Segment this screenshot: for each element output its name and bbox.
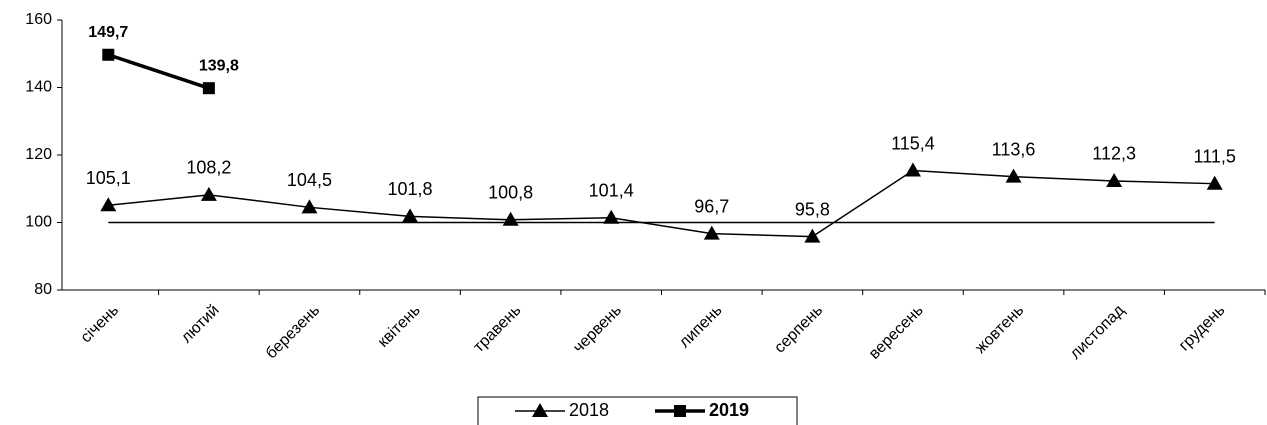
data-label: 100,8 [488,183,533,203]
marker [904,162,921,177]
marker [402,208,419,223]
data-label: 139,8 [199,57,239,74]
x-tick-label: квітень [375,302,424,351]
y-tick-label: 80 [34,281,52,298]
data-label: 111,5 [1194,146,1236,166]
data-label: 95,8 [795,199,830,219]
x-tick-label: грудень [1176,302,1229,355]
data-label: 149,7 [88,24,128,41]
marker [603,209,620,224]
x-tick-label: липень [676,302,726,352]
marker [804,228,821,243]
marker [703,225,720,240]
marker [1106,172,1123,187]
x-tick-label: жовтень [972,302,1027,357]
legend-label: 2018 [569,400,609,420]
x-tick-label: листопад [1067,301,1128,362]
data-label: 115,4 [891,133,935,153]
x-tick-label: січень [78,302,123,347]
marker [301,199,318,214]
data-label: 104,5 [287,170,332,190]
y-tick-label: 100 [25,214,52,231]
marker [674,405,686,417]
y-tick-label: 120 [25,146,52,163]
x-tick-label: березень [263,302,324,363]
data-label: 101,8 [388,179,433,199]
data-label: 112,3 [1092,144,1136,164]
y-tick-label: 140 [25,79,52,96]
series-line [107,53,210,90]
x-tick-label: серпень [771,302,826,357]
data-label: 108,2 [186,158,231,178]
y-tick-label: 160 [25,11,52,28]
x-tick-label: вересень [866,302,927,363]
marker [1005,168,1022,183]
marker [200,186,217,201]
data-label: 101,4 [589,181,634,201]
series-line [108,169,1215,238]
data-label: 113,6 [992,139,1036,159]
marker [1206,175,1223,190]
legend-label: 2019 [709,400,749,420]
marker [102,48,115,61]
x-tick-label: червень [570,302,625,357]
data-label: 96,7 [694,196,729,216]
marker [532,403,548,417]
x-tick-label: травень [470,302,524,356]
marker [202,82,215,95]
marker [100,197,117,212]
marker [502,211,519,226]
data-label: 105,1 [86,168,131,188]
x-tick-label: лютий [178,302,223,347]
